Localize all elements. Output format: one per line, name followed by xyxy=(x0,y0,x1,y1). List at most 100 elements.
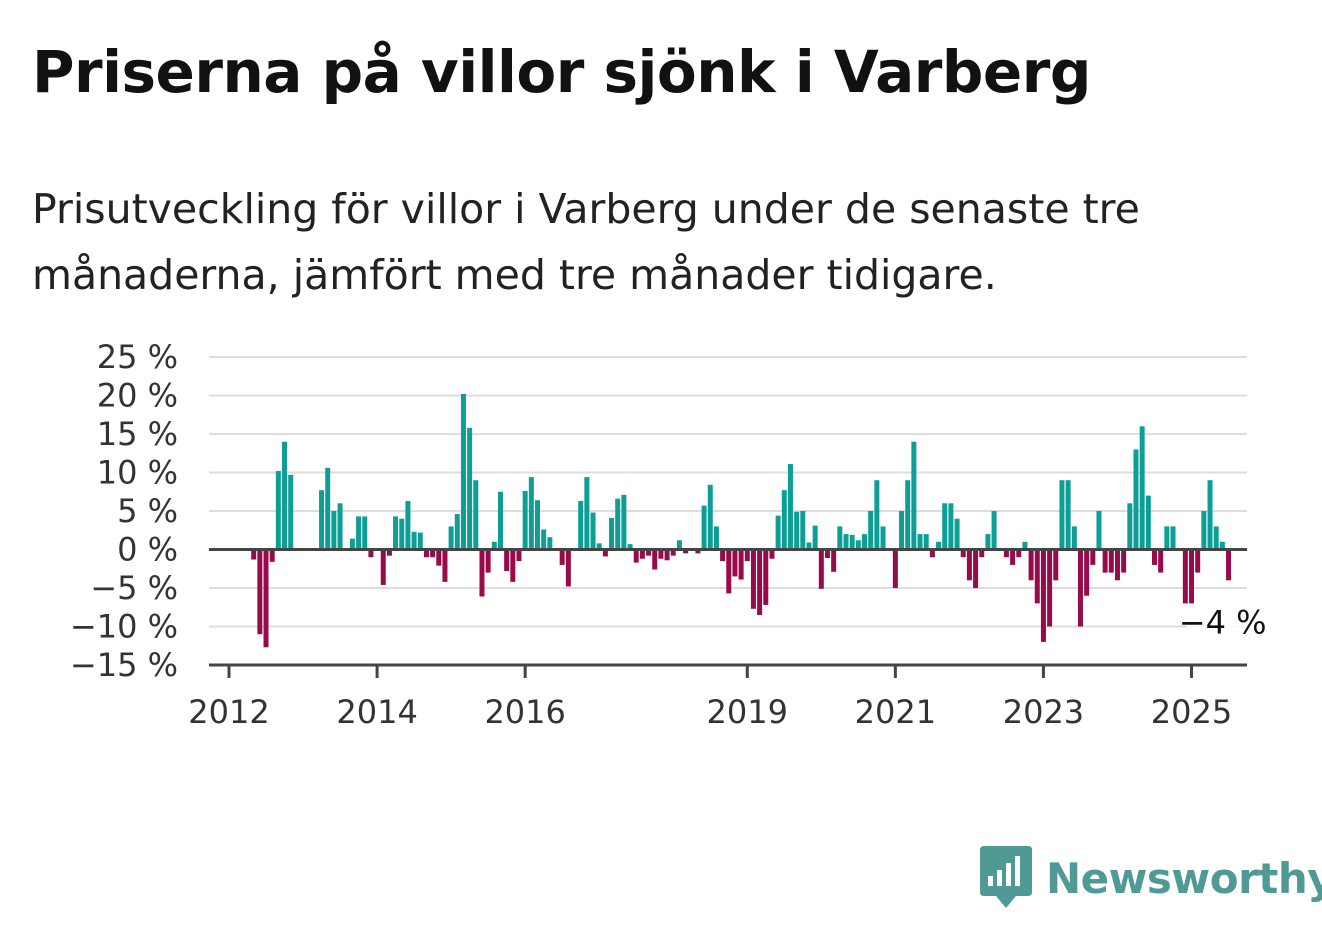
bar xyxy=(732,549,738,577)
chart-subtitle: Prisutveckling för villor i Varberg unde… xyxy=(32,185,1140,299)
bar xyxy=(1145,495,1151,550)
bar xyxy=(646,549,652,556)
bar xyxy=(880,526,886,550)
bar xyxy=(1189,549,1195,604)
bar xyxy=(319,490,325,550)
bar xyxy=(349,538,355,550)
bar xyxy=(868,511,874,550)
bar xyxy=(504,549,510,572)
bar xyxy=(849,534,855,550)
bars xyxy=(251,393,1232,648)
bar xyxy=(448,526,454,550)
bar xyxy=(954,518,960,550)
bar-chart: 25 %20 %15 %10 %5 %0 %−5 %−10 %−15 % 201… xyxy=(70,338,1271,731)
y-tick-label: −5 % xyxy=(90,569,178,607)
bar xyxy=(528,477,534,550)
bar xyxy=(1213,526,1219,550)
bar xyxy=(1022,541,1028,550)
bar xyxy=(911,441,917,550)
bar xyxy=(275,470,281,550)
y-tick-label: 10 % xyxy=(97,454,178,492)
bar xyxy=(596,543,602,550)
bar xyxy=(713,526,719,550)
bar xyxy=(405,500,411,550)
bar xyxy=(670,549,676,556)
chart-title: Priserna på villor sjönk i Varberg xyxy=(32,38,1091,106)
bar xyxy=(1158,549,1164,573)
bar xyxy=(812,525,818,550)
bar xyxy=(1084,549,1090,596)
bar xyxy=(1077,549,1083,627)
bar xyxy=(1201,511,1207,550)
bar xyxy=(288,474,294,550)
bar xyxy=(368,549,374,558)
bar xyxy=(1207,480,1213,550)
bar xyxy=(676,540,682,550)
y-tick-label: 5 % xyxy=(117,492,178,530)
bar xyxy=(491,541,497,550)
x-tick-label: 2025 xyxy=(1151,693,1232,731)
x-axis-ticks: 2012 2014 2016 2019 2021 2023 2025 xyxy=(188,665,1232,731)
bar xyxy=(800,511,806,550)
bar xyxy=(1047,549,1053,627)
bar xyxy=(683,549,689,554)
newsworthy-logo-icon xyxy=(980,846,1032,908)
bar xyxy=(423,549,429,558)
bar xyxy=(633,549,639,563)
bar xyxy=(497,491,503,550)
y-tick-label: 20 % xyxy=(97,377,178,415)
bar xyxy=(720,549,726,562)
bar xyxy=(1195,549,1201,573)
bar xyxy=(1133,449,1139,550)
bar xyxy=(707,484,713,550)
bar xyxy=(923,534,929,550)
bar xyxy=(1102,549,1108,573)
bar xyxy=(362,516,368,550)
bar xyxy=(979,549,985,558)
bar xyxy=(442,549,448,582)
bar xyxy=(411,531,417,550)
bar xyxy=(1034,549,1040,604)
bar xyxy=(1152,549,1157,565)
bar xyxy=(966,549,972,581)
x-tick-label: 2021 xyxy=(855,693,936,731)
bar xyxy=(960,549,966,558)
bar xyxy=(393,516,399,550)
brand-name: Newsworthy xyxy=(1046,853,1322,903)
bar xyxy=(831,549,837,572)
bar xyxy=(547,537,553,550)
bar xyxy=(356,516,362,550)
bar xyxy=(757,549,763,615)
bar xyxy=(936,541,942,550)
bar xyxy=(1226,549,1232,581)
bar xyxy=(282,441,288,550)
bar xyxy=(1139,426,1145,550)
bar xyxy=(578,500,584,550)
bar xyxy=(325,467,331,550)
bar xyxy=(892,549,898,588)
bar xyxy=(522,490,528,550)
bar xyxy=(726,549,732,594)
bar xyxy=(1059,480,1065,550)
bar xyxy=(874,480,880,550)
bar xyxy=(1170,526,1176,550)
bar xyxy=(639,549,645,559)
bar xyxy=(1108,549,1114,573)
bar xyxy=(794,511,800,550)
bar xyxy=(1053,549,1059,581)
bar xyxy=(269,549,275,562)
bar xyxy=(942,503,948,550)
bar xyxy=(985,534,991,550)
x-tick-label: 2019 xyxy=(707,693,788,731)
bar xyxy=(787,464,793,550)
bar xyxy=(380,549,386,585)
bar xyxy=(905,480,911,550)
bar xyxy=(806,542,812,550)
bar xyxy=(991,511,997,550)
bar xyxy=(251,549,257,560)
bar xyxy=(1090,549,1096,565)
bar xyxy=(263,549,269,648)
bar xyxy=(695,549,701,554)
bar xyxy=(337,503,343,550)
bar xyxy=(1065,480,1071,550)
